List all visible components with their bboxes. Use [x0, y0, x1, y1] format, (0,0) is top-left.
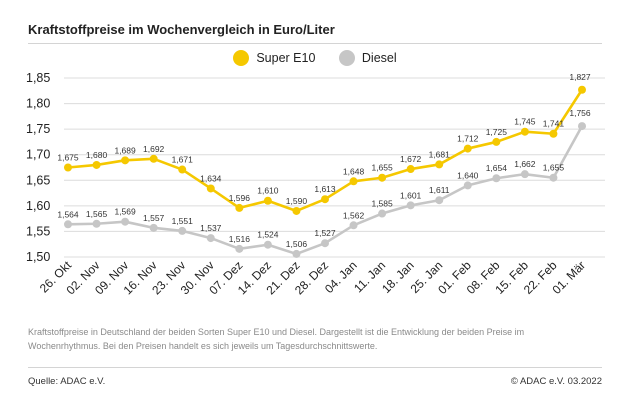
data-label-super-e10: 1,725 [486, 127, 508, 137]
data-point-super-e10 [406, 165, 415, 174]
data-point-super-e10 [463, 144, 472, 153]
data-label-super-e10: 1,692 [143, 144, 165, 154]
data-point-super-e10 [121, 156, 130, 165]
data-point-diesel [463, 181, 472, 190]
chart-footnote: Kraftstoffpreise in Deutschland der beid… [28, 327, 525, 351]
data-label-diesel: 1,537 [200, 223, 222, 233]
data-label-super-e10: 1,680 [86, 150, 108, 160]
y-tick-label: 1,80 [26, 97, 50, 111]
data-label-super-e10: 1,712 [457, 134, 479, 144]
data-label-diesel: 1,516 [229, 234, 251, 244]
data-label-diesel: 1,569 [114, 207, 136, 217]
data-label-super-e10: 1,590 [286, 196, 308, 206]
data-label-super-e10: 1,655 [371, 163, 393, 173]
copyright-notice: © ADAC e.V. 03.2022 [510, 376, 602, 387]
data-label-diesel: 1,585 [371, 199, 393, 209]
legend-item-super-e10: Super E10 [233, 50, 315, 66]
legend-item-diesel: Diesel [338, 50, 397, 66]
y-tick-label: 1,85 [26, 71, 50, 85]
data-label-super-e10: 1,613 [314, 184, 336, 194]
footer-divider [28, 367, 602, 368]
data-point-diesel [578, 122, 586, 131]
data-point-super-e10 [64, 163, 72, 172]
data-label-diesel: 1,506 [286, 239, 308, 249]
data-label-super-e10: 1,648 [343, 166, 365, 176]
data-label-diesel: 1,562 [343, 210, 365, 220]
data-point-diesel [206, 234, 215, 243]
data-point-super-e10 [492, 137, 501, 146]
data-point-super-e10 [520, 127, 529, 136]
legend-label-diesel: Diesel [361, 51, 397, 65]
source-credit: Quelle: ADAC e.V. [28, 376, 106, 387]
data-point-diesel [406, 201, 415, 210]
data-point-diesel [263, 240, 272, 249]
y-tick-label: 1,50 [26, 250, 50, 264]
legend-swatch-super-e10 [233, 50, 250, 66]
data-label-diesel: 1,640 [457, 170, 479, 180]
y-tick-label: 1,60 [26, 199, 50, 213]
data-label-diesel: 1,551 [172, 216, 194, 226]
data-label-diesel: 1,654 [486, 163, 508, 173]
data-point-diesel [378, 209, 387, 218]
data-point-diesel [549, 173, 558, 182]
data-point-diesel [520, 170, 529, 179]
data-point-super-e10 [263, 196, 272, 205]
data-point-diesel [149, 223, 158, 232]
data-point-super-e10 [206, 184, 215, 193]
data-label-super-e10: 1,741 [543, 119, 565, 129]
y-tick-label: 1,70 [26, 148, 50, 162]
data-point-diesel [178, 226, 187, 235]
data-label-diesel: 1,611 [429, 185, 450, 195]
data-label-diesel: 1,564 [57, 209, 79, 219]
data-point-diesel [235, 244, 244, 253]
data-point-super-e10 [292, 206, 301, 215]
data-point-diesel [492, 174, 501, 183]
data-label-diesel: 1,565 [86, 209, 108, 219]
chart-title: Kraftstoffpreise im Wochenvergleich in E… [28, 22, 335, 37]
data-point-diesel [435, 196, 444, 205]
data-label-super-e10: 1,634 [200, 173, 222, 183]
chart-legend: Super E10 Diesel [0, 50, 630, 69]
data-point-super-e10 [235, 203, 244, 212]
data-label-diesel: 1,756 [569, 108, 591, 118]
data-point-super-e10 [549, 129, 558, 138]
y-tick-label: 1,55 [26, 224, 50, 238]
data-point-super-e10 [349, 177, 358, 186]
data-label-super-e10: 1,675 [57, 153, 79, 163]
legend-swatch-diesel [338, 50, 355, 66]
data-point-super-e10 [92, 160, 101, 169]
data-label-super-e10: 1,671 [172, 155, 194, 165]
data-label-diesel: 1,524 [257, 230, 279, 240]
data-label-diesel: 1,557 [143, 213, 165, 223]
data-point-diesel [349, 221, 358, 230]
data-point-super-e10 [149, 154, 158, 163]
data-label-diesel: 1,662 [514, 159, 536, 169]
data-point-super-e10 [435, 160, 444, 169]
data-point-super-e10 [578, 85, 586, 94]
data-label-super-e10: 1,827 [569, 72, 591, 82]
y-tick-label: 1,75 [26, 122, 50, 136]
data-label-super-e10: 1,672 [400, 154, 422, 164]
x-tick-label: 04. Jan [322, 258, 360, 296]
data-point-diesel [321, 239, 329, 248]
y-tick-label: 1,65 [26, 173, 50, 187]
data-label-super-e10: 1,610 [257, 186, 279, 196]
data-label-super-e10: 1,596 [229, 193, 251, 203]
data-point-diesel [64, 220, 72, 229]
data-point-diesel [292, 249, 301, 258]
data-point-super-e10 [378, 173, 387, 182]
data-point-diesel [121, 217, 130, 226]
data-point-diesel [92, 219, 101, 228]
data-label-super-e10: 1,745 [514, 117, 536, 127]
data-label-super-e10: 1,689 [114, 145, 136, 155]
data-point-super-e10 [178, 165, 187, 174]
data-label-diesel: 1,527 [314, 228, 336, 238]
data-label-super-e10: 1,681 [429, 149, 451, 159]
data-label-diesel: 1,601 [400, 190, 422, 200]
title-divider [28, 43, 602, 44]
data-label-diesel: 1,655 [543, 163, 565, 173]
legend-label-super-e10: Super E10 [256, 51, 316, 65]
data-point-super-e10 [321, 195, 329, 204]
